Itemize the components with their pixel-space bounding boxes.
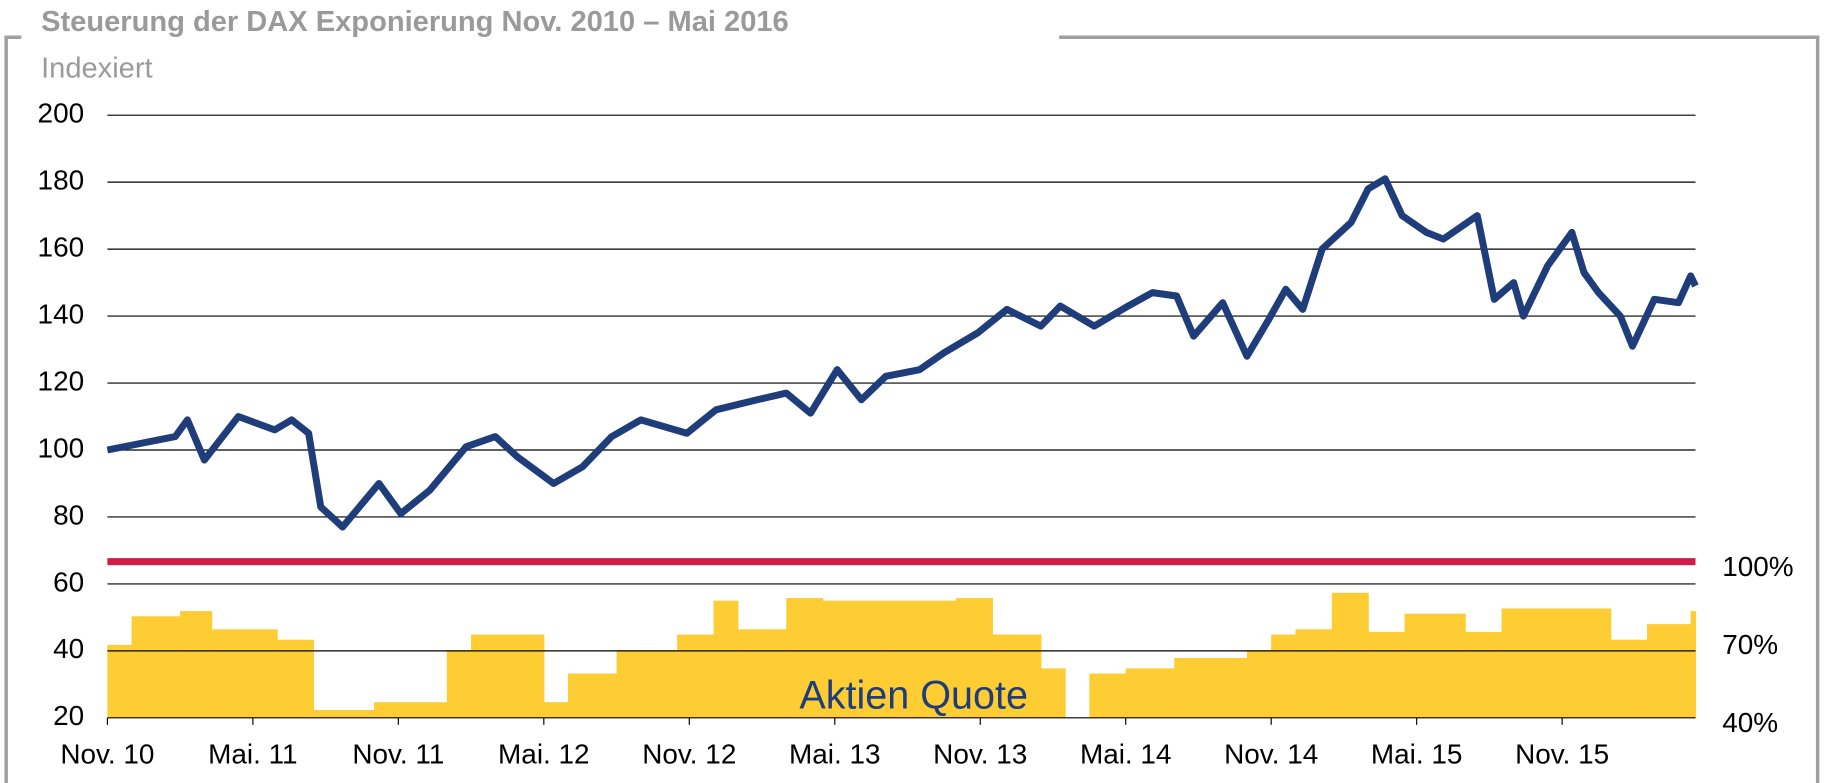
chart-subtitle: Indexiert	[41, 52, 153, 84]
quota-step	[1690, 611, 1697, 718]
quota-step	[1647, 624, 1692, 718]
frame	[4, 35, 1820, 783]
quota-step	[1295, 629, 1333, 718]
y-tick-label: 100	[38, 432, 85, 463]
y-tick-label: 160	[38, 231, 85, 262]
x-tick-label: Nov. 13	[933, 739, 1027, 770]
quota-step	[1040, 668, 1066, 718]
x-tick-label: Mai. 12	[498, 739, 590, 770]
quota-step	[1465, 631, 1503, 718]
main-layer	[106, 175, 1699, 566]
quota-step	[374, 702, 448, 718]
quota-step	[568, 673, 618, 718]
quota-step	[713, 600, 739, 718]
quota-step	[1174, 657, 1248, 718]
quota-step	[1501, 608, 1612, 718]
quota-step	[737, 629, 787, 718]
quota-step	[131, 616, 181, 718]
x-tick-label: Nov. 11	[352, 739, 444, 770]
y-tick-label: 180	[38, 165, 85, 196]
chart-title: Steuerung der DAX Exponierung Nov. 2010 …	[41, 6, 789, 38]
quota-step	[1404, 613, 1466, 718]
x-tick-label: Nov. 15	[1515, 739, 1609, 770]
quota-step	[1271, 634, 1297, 718]
quota-step	[822, 600, 884, 718]
y2-tick-label: 70%	[1722, 629, 1778, 660]
y-tick-label: 40	[53, 633, 84, 664]
y-tick-label: 140	[38, 298, 85, 329]
y-tick-label: 20	[53, 700, 84, 731]
quota-step	[107, 644, 133, 718]
quota-step	[1125, 668, 1175, 718]
quota-step	[786, 598, 824, 718]
y-tick-label: 80	[53, 499, 84, 530]
y-tick-label: 60	[53, 566, 84, 597]
quota-step	[1368, 631, 1406, 718]
x-tick-label: Mai. 14	[1080, 739, 1172, 770]
quota-step	[277, 639, 315, 718]
y2-tick-label: 40%	[1722, 707, 1778, 738]
x-tick-label: Nov. 12	[642, 739, 736, 770]
dax-line	[106, 175, 1699, 531]
quota-step	[677, 634, 715, 718]
x-tick-label: Mai. 15	[1371, 739, 1463, 770]
area-layer	[107, 592, 1697, 718]
x-tick-label: Nov. 10	[60, 739, 154, 770]
quota-step	[1331, 592, 1369, 718]
quota-step	[992, 634, 1042, 718]
quota-step	[1089, 673, 1127, 718]
quota-step	[1246, 650, 1272, 718]
quota-step	[180, 611, 213, 718]
y2-tick-label: 100%	[1722, 551, 1793, 582]
x-tick-label: Nov. 14	[1224, 739, 1318, 770]
quota-step	[883, 600, 957, 718]
y-tick-label: 120	[38, 365, 85, 396]
y-tick-label: 200	[38, 98, 85, 129]
quota-step	[956, 598, 993, 718]
annotation: Aktien Quote	[799, 674, 1028, 718]
x-tick-label: Mai. 13	[789, 739, 881, 770]
quota-step	[471, 634, 545, 718]
grid-layer: 20 40 60 80 100 120 140 160 180 200 40% 70% 100% Nov.…	[38, 98, 1794, 770]
x-tick-label: Mai. 11	[208, 739, 297, 770]
quota-step	[211, 629, 278, 718]
quota-step	[616, 650, 678, 718]
quota-step	[313, 710, 375, 718]
quota-step	[1610, 639, 1648, 718]
quota-step	[446, 650, 472, 718]
quota-step	[543, 702, 569, 718]
